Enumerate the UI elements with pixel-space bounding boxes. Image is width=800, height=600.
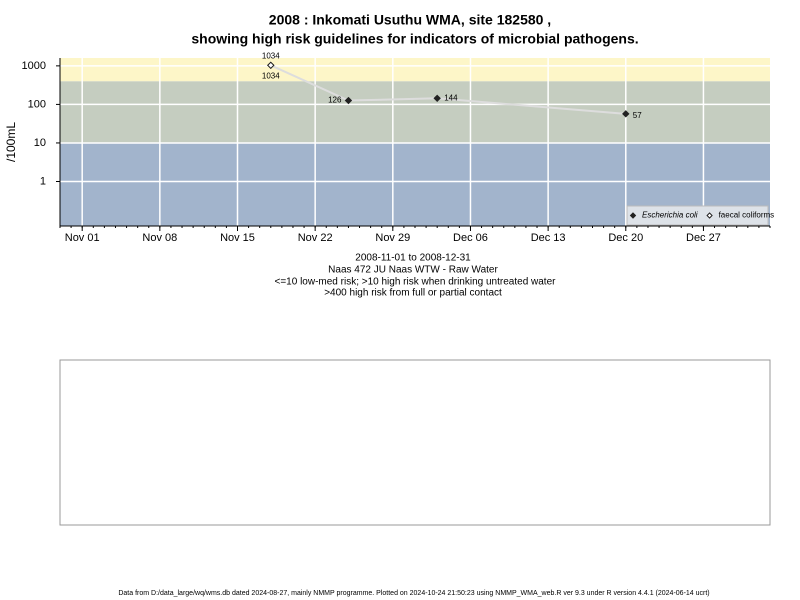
data-label: 57: [633, 111, 642, 120]
y-tick-label: 100: [28, 98, 46, 110]
risk-band: [60, 81, 770, 143]
chart-title: showing high risk guidelines for indicat…: [191, 31, 638, 47]
data-label: 1034: [262, 51, 280, 60]
legend-box: [626, 205, 769, 226]
y-tick-label: 1: [40, 175, 46, 187]
series-line: [270, 64, 626, 115]
legend-label: Escherichia coli: [642, 211, 698, 220]
data-label: 126: [328, 96, 342, 105]
y-axis-label: /100mL: [4, 122, 18, 162]
y-tick-label: 1000: [22, 60, 46, 72]
chart-title: 2008 : Inkomati Usuthu WMA, site 182580 …: [269, 12, 551, 28]
x-tick-label: Nov 15: [220, 232, 255, 244]
y-tick-label: 10: [34, 137, 46, 149]
data-label: 1034: [262, 71, 280, 80]
subtitle: Naas 472 JU Naas WTW - Raw Water: [328, 265, 498, 276]
footer: Data from D:/data_large/wq/wms.db dated …: [118, 590, 709, 597]
legend-label: faecal coliforms: [719, 211, 775, 220]
x-tick-label: Nov 01: [65, 232, 100, 244]
data-point: [433, 94, 441, 103]
x-tick-label: Nov 08: [142, 232, 177, 244]
data-point: [622, 110, 630, 118]
x-tick-label: Dec 06: [453, 232, 488, 244]
x-tick-label: Nov 29: [375, 232, 410, 244]
data-label: 144: [444, 93, 458, 102]
data-point: [267, 61, 275, 70]
risk-band: [60, 58, 770, 82]
subtitle: <=10 low-med risk; >10 high risk when dr…: [275, 277, 557, 288]
x-tick-label: Nov 22: [298, 232, 333, 244]
subtitle: 2008-11-01 to 2008-12-31: [355, 253, 471, 264]
legend-marker: [706, 212, 713, 219]
x-tick-label: Dec 27: [686, 232, 721, 244]
x-tick-label: Dec 13: [531, 232, 566, 244]
subtitle: >400 high risk from full or partial cont…: [324, 288, 502, 299]
empty-panel: [59, 359, 771, 526]
legend-marker: [629, 212, 637, 219]
data-point: [344, 96, 353, 105]
x-tick-label: Dec 20: [608, 232, 643, 244]
